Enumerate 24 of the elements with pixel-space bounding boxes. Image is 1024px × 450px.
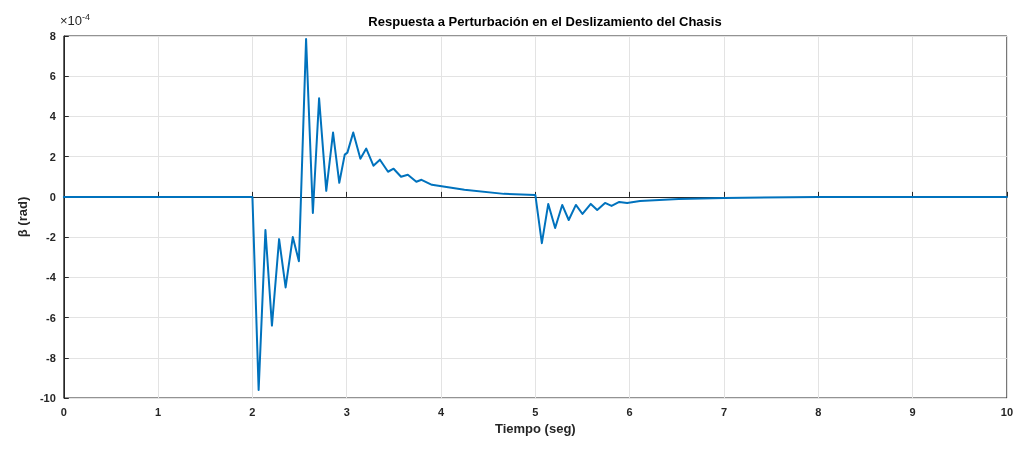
y-tick-label: -10	[39, 392, 56, 404]
y-tick-label: 0	[49, 190, 56, 203]
y-tick-label: -8	[46, 351, 56, 364]
x-tick-label: 4	[437, 405, 445, 418]
y-tick-label: 6	[49, 70, 56, 83]
x-tick-label: 10	[1000, 405, 1014, 418]
x-tick-label: 1	[155, 405, 162, 418]
x-tick-label: 2	[249, 405, 256, 418]
x-tick-label: 3	[343, 405, 350, 418]
y-tick-label: 2	[49, 150, 56, 163]
y-tick-label: -4	[46, 271, 57, 284]
x-tick-label: 0	[60, 405, 67, 418]
y-tick-label: -6	[46, 311, 56, 324]
y-axis-title: β (rad)	[15, 196, 30, 238]
chart-title: Respuesta a Perturbación en el Deslizamiento del Chasis	[368, 14, 722, 29]
x-axis-title: Tiempo (seg)	[495, 420, 576, 436]
x-tick-label: 8	[815, 405, 822, 418]
y-tick-label: 8	[49, 30, 56, 42]
y-tick-label: -2	[46, 231, 56, 244]
x-tick-label: 9	[909, 405, 916, 418]
x-tick-label: 5	[532, 405, 539, 418]
y-tick-label: 4	[49, 110, 57, 123]
x-tick-label: 6	[626, 405, 633, 418]
x-tick-label: 7	[720, 405, 728, 418]
